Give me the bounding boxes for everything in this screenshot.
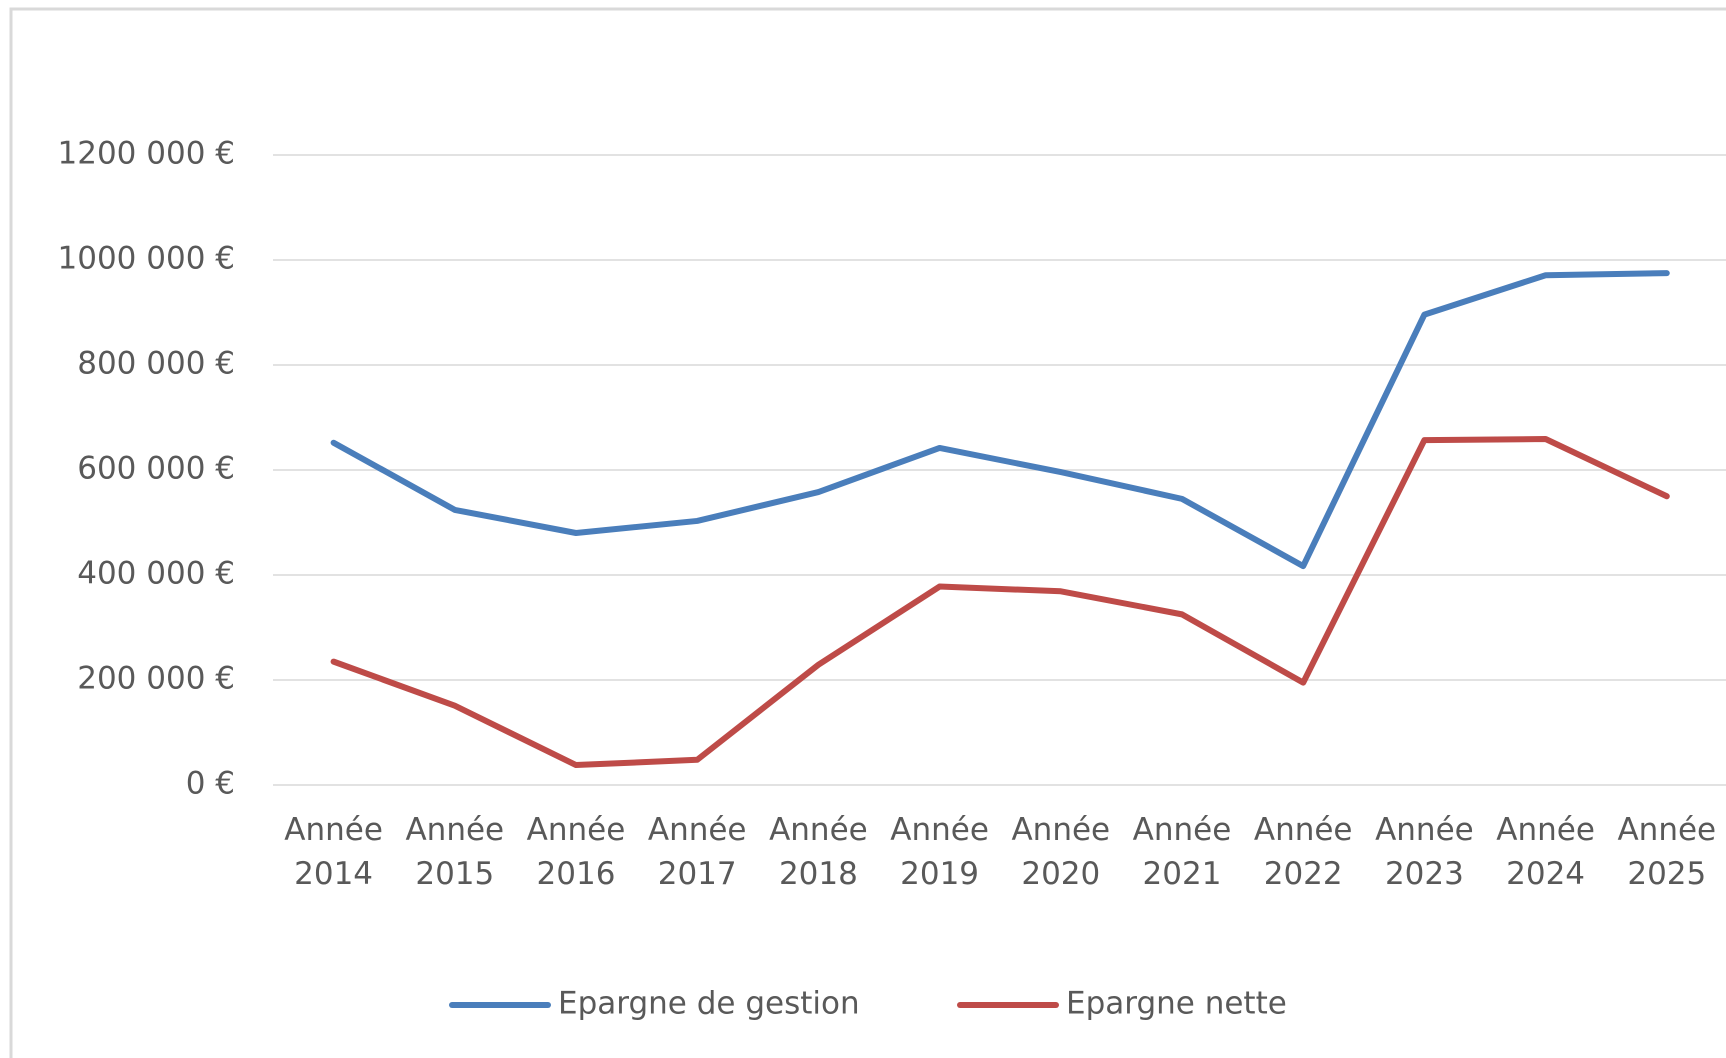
x-tick-label: Année 2024: [1496, 812, 1595, 892]
y-tick-label: 200 000 €: [77, 661, 235, 697]
x-tick-label: Année 2025: [1617, 812, 1717, 892]
y-tick-label: 0 €: [186, 766, 235, 802]
x-tick-label: Année 2015: [405, 812, 505, 892]
series-line: [330, 436, 1670, 769]
y-tick-label: 1000 000 €: [58, 241, 236, 277]
x-tick-label: Année 2023: [1375, 812, 1474, 892]
legend-label: Epargne de gestion: [558, 986, 860, 1022]
x-tick-label: Année 2018: [769, 812, 868, 892]
series-line: [330, 270, 1670, 570]
y-tick-label: 1200 000 €: [58, 136, 236, 172]
x-tick-label: Année 2021: [1132, 812, 1232, 892]
legend-label: Epargne nette: [1066, 986, 1287, 1022]
y-tick-label: 800 000 €: [77, 346, 235, 382]
y-tick-label: 400 000 €: [77, 556, 235, 592]
y-tick-label: 600 000 €: [77, 451, 235, 487]
x-tick-label: Année 2014: [284, 812, 383, 892]
x-tick-label: Année 2022: [1253, 812, 1353, 892]
chart-frame: [9, 7, 1726, 1058]
x-tick-label: Année 2020: [1011, 812, 1111, 892]
x-tick-label: Année 2017: [647, 812, 747, 892]
x-tick-label: Année 2016: [526, 812, 626, 892]
x-tick-label: Année 2019: [890, 812, 989, 892]
